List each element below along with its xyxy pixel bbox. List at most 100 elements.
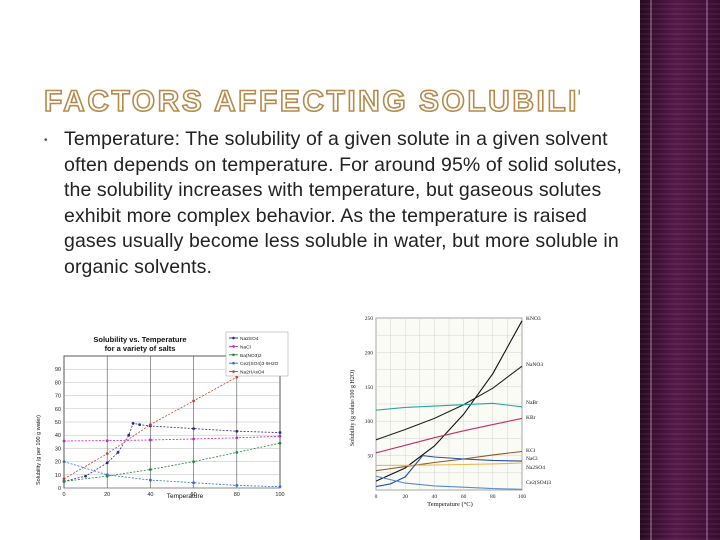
chart1-data-point	[105, 461, 109, 465]
chart1-data-point	[192, 437, 196, 441]
chart1-legend-marker	[232, 345, 235, 348]
chart2-x-tick-label: 80	[490, 494, 496, 500]
chart1-y-axis-label: Solubility (g per 100 g water)	[36, 415, 42, 485]
chart2-x-tick-label: 40	[432, 494, 438, 500]
body-paragraph: Temperature: The solubility of a given s…	[64, 128, 622, 278]
chart2-series-line	[375, 365, 523, 441]
chart1-data-point	[149, 478, 152, 482]
chart2-series-labels: KNO3 NaNO3 NaBr KBr KCl NaCl Na2SO4 Ce2(SO4)3	[526, 316, 551, 486]
chart1-data-point	[192, 481, 196, 485]
chart1-x-tick-label: 20	[104, 492, 110, 498]
chart1-legend-marker	[232, 361, 235, 365]
chart2-y-tick-label: 150	[365, 385, 374, 391]
chart1-data-point	[149, 423, 152, 427]
chart2-series-label: NaCl	[526, 456, 538, 462]
chart1-data-point	[84, 474, 87, 478]
chart1-data-point	[149, 438, 152, 442]
chart1-data-point	[235, 436, 239, 440]
chart1-data-point	[278, 434, 282, 438]
chart1-data-point	[278, 485, 282, 489]
chart2-x-tick-label: 100	[518, 494, 527, 500]
chart1-legend-marker	[232, 370, 235, 373]
chart2-series-line	[375, 417, 523, 454]
chart2-series-line	[375, 475, 523, 490]
chart1-data-point	[105, 473, 109, 477]
chart1-data-point	[192, 399, 196, 403]
chart1-legend-label: Na2SO4	[240, 336, 259, 342]
chart1-data-point	[235, 450, 239, 454]
slide-title-text: FACTORS AFFECTING SOLUBILITY	[44, 85, 580, 118]
chart2-series-line	[375, 320, 523, 482]
chart2-x-tick-label: 0	[375, 494, 378, 500]
chart1-title-line1: Solubility vs. Temperature	[93, 335, 186, 344]
chart1-legend-marker	[232, 336, 235, 340]
chart-solubility-curves: 50 100 150 200 250 0 20 40 60 80 100 KNO3 NaNO3 NaBr…	[340, 312, 640, 510]
chart1-y-tick-label: 80	[55, 380, 61, 386]
chart1-legend-label: Na2HAsO4	[240, 370, 265, 376]
chart1-y-tick-label: 90	[55, 367, 61, 373]
chart2-series-label: Ce2(SO4)3	[526, 479, 551, 486]
chart1-data-point	[235, 483, 239, 487]
chart2-series-label: KBr	[526, 415, 536, 421]
chart1-series-line	[63, 461, 281, 488]
chart2-y-tick-label: 100	[365, 419, 374, 425]
chart1-y-tick-label: 30	[55, 446, 61, 452]
chart2-series-label: KNO3	[526, 316, 541, 322]
chart1-y-tick-label: 60	[55, 407, 61, 413]
chart1-data-point	[116, 450, 120, 454]
chart2-series-label: KCl	[526, 448, 536, 454]
chart1-series-line	[63, 435, 281, 442]
chart2-series-line	[375, 462, 523, 466]
chart-salts-solubility: Solubility vs. Temperature for a variety…	[30, 330, 292, 500]
chart1-series-line	[63, 355, 281, 480]
chart1-data-point	[278, 431, 282, 434]
sidebar-line	[650, 0, 652, 540]
chart1-data-point	[62, 477, 66, 481]
chart1-data-point	[127, 433, 131, 437]
chart1-data-point	[235, 429, 239, 433]
chart1-data-point	[62, 439, 66, 443]
chart1-legend-label: Ba(NO3)2	[240, 353, 262, 359]
decorative-sidebar	[640, 0, 720, 540]
chart1-data-point	[62, 460, 66, 463]
chart1-x-tick-label: 40	[147, 492, 153, 498]
chart1-legend: Na2SO4 NaCl Ba(NO3)2 Ce2(SO4)3·9H2O Na2HAsO4	[225, 331, 289, 377]
chart1-data-point	[149, 468, 152, 471]
chart2-x-tick-label: 20	[402, 494, 408, 500]
chart2-y-tick-label: 50	[368, 454, 374, 460]
slide-title-svg: FACTORS AFFECTING SOLUBILITY	[43, 84, 580, 118]
chart1-data-point	[105, 452, 109, 456]
chart2-series-label: NaBr	[526, 400, 538, 406]
chart1-title-line2: for a variety of salts	[105, 344, 176, 353]
chart1-y-tick-label: 70	[55, 394, 61, 400]
chart2-series-line	[375, 450, 523, 472]
chart1-x-axis-label: Temperature	[167, 493, 204, 500]
chart2-series-line	[375, 455, 523, 488]
chart1-series	[62, 354, 282, 489]
chart1-legend-marker	[232, 353, 235, 357]
chart2-y-tick-label: 250	[365, 316, 374, 322]
chart1-legend-box	[225, 331, 289, 377]
chart1-data-point	[192, 460, 196, 463]
chart1-data-point	[138, 423, 141, 427]
chart1-y-tick-label: 10	[55, 473, 61, 479]
chart1-ticks: 0 10 20 30 40 50 60 70 80 90 0 20 40 60 80 100	[55, 367, 285, 498]
chart1-legend-label: Ce2(SO4)3·9H2O	[240, 361, 279, 367]
chart2-x-tick-label: 60	[461, 494, 467, 500]
chart1-x-tick-label: 100	[275, 492, 284, 498]
sidebar-line	[706, 0, 708, 540]
chart1-data-point	[278, 441, 282, 445]
chart2-series-label: NaNO3	[526, 362, 543, 368]
chart2-y-tick-label: 200	[365, 350, 374, 356]
chart1-x-tick-label: 0	[62, 492, 65, 498]
chart2-y-axis-label: Solubility (g solute/100 g H2O)	[349, 370, 356, 446]
chart1-grid	[63, 355, 281, 489]
chart2-series	[375, 320, 523, 490]
chart2-series-line	[375, 402, 523, 411]
chart1-x-tick-label: 80	[234, 492, 240, 498]
slide-title: FACTORS AFFECTING SOLUBILITY	[40, 78, 580, 118]
slide: FACTORS AFFECTING SOLUBILITY • Temperatu…	[30, 78, 640, 510]
chart1-data-point	[192, 427, 196, 430]
chart1-legend-label: NaCl	[240, 344, 251, 350]
chart2-ticks: 50 100 150 200 250 0 20 40 60 80 100	[365, 316, 527, 500]
